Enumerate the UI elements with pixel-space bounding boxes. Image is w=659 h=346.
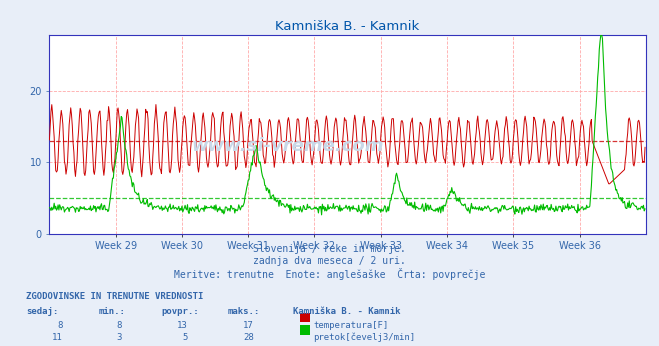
Text: 17: 17 [243, 321, 254, 330]
Text: Slovenija / reke in morje.: Slovenija / reke in morje. [253, 244, 406, 254]
Title: Kamniška B. - Kamnik: Kamniška B. - Kamnik [275, 20, 420, 34]
Text: 5: 5 [183, 333, 188, 342]
Text: ZGODOVINSKE IN TRENUTNE VREDNOSTI: ZGODOVINSKE IN TRENUTNE VREDNOSTI [26, 292, 204, 301]
Text: Meritve: trenutne  Enote: anglešaške  Črta: povprečje: Meritve: trenutne Enote: anglešaške Črta… [174, 268, 485, 280]
Text: temperatura[F]: temperatura[F] [313, 321, 388, 330]
Text: 11: 11 [52, 333, 63, 342]
Text: min.:: min.: [99, 307, 126, 316]
Text: 3: 3 [117, 333, 122, 342]
Text: sedaj:: sedaj: [26, 307, 59, 316]
Text: 8: 8 [117, 321, 122, 330]
Text: povpr.:: povpr.: [161, 307, 199, 316]
Text: Kamniška B. - Kamnik: Kamniška B. - Kamnik [293, 307, 401, 316]
Text: www.si-vreme.com: www.si-vreme.com [192, 137, 384, 155]
Text: maks.:: maks.: [227, 307, 260, 316]
Text: zadnja dva meseca / 2 uri.: zadnja dva meseca / 2 uri. [253, 256, 406, 266]
Text: 13: 13 [177, 321, 188, 330]
Text: 8: 8 [57, 321, 63, 330]
Text: 28: 28 [243, 333, 254, 342]
Text: pretok[čevelj3/min]: pretok[čevelj3/min] [313, 333, 415, 342]
